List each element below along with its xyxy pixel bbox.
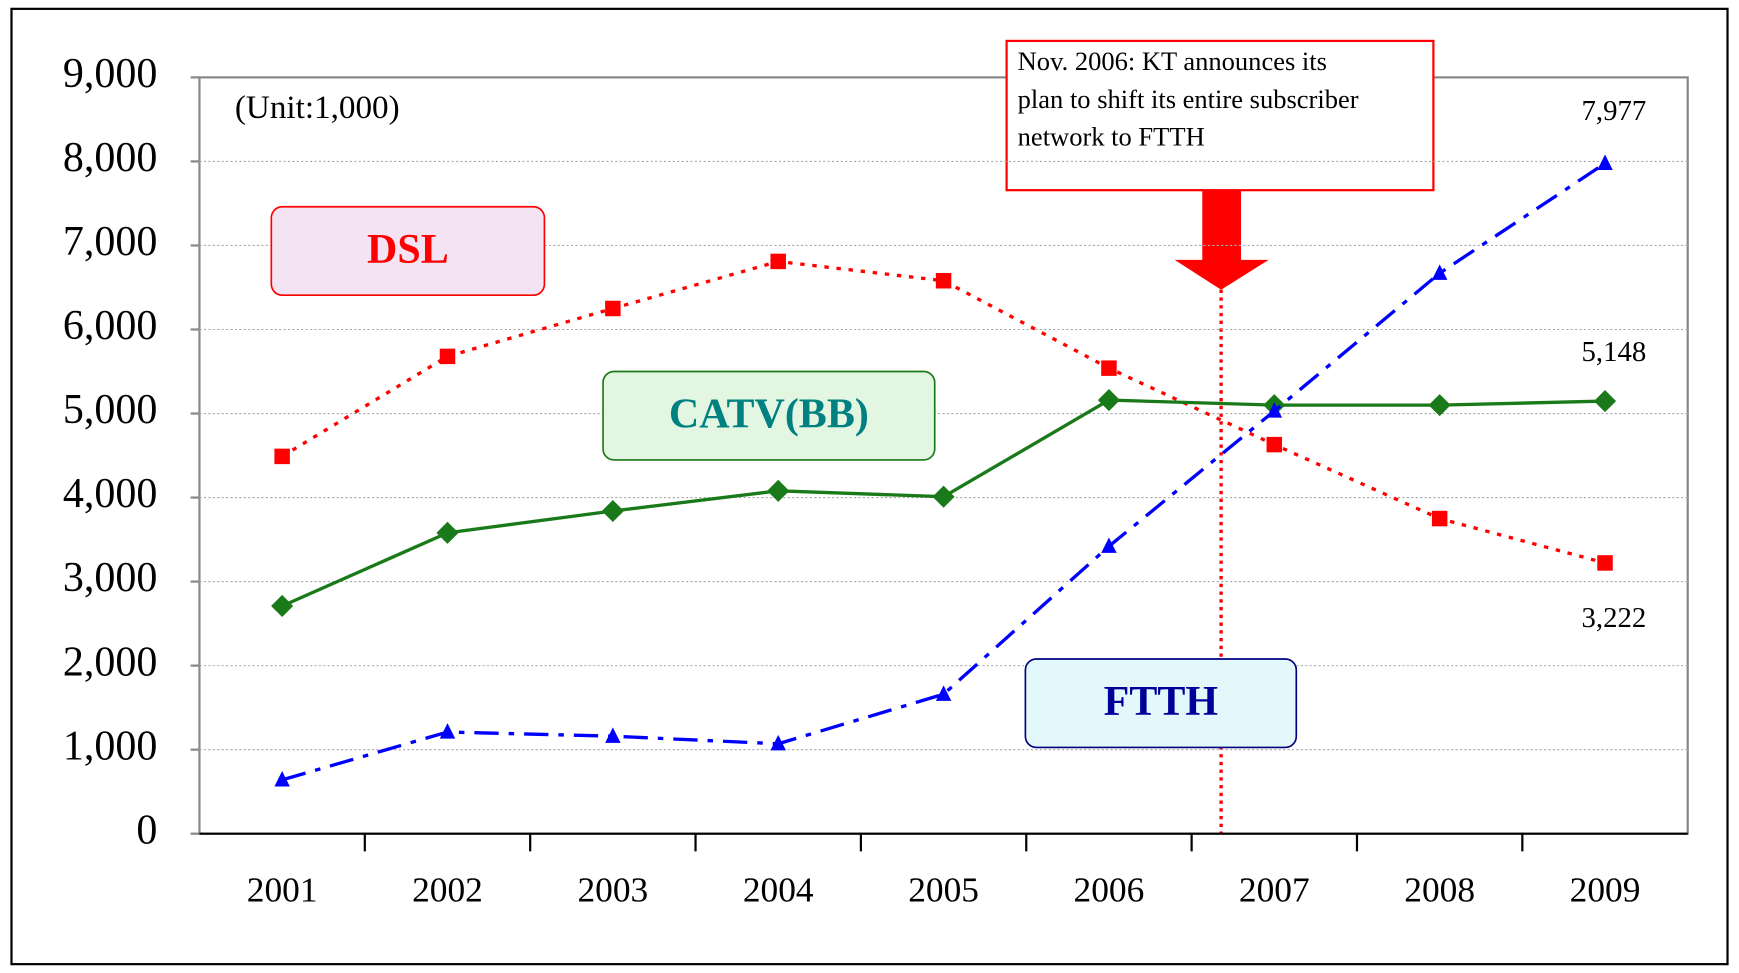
marker — [436, 521, 459, 544]
marker — [1597, 154, 1613, 170]
frame — [10, 7, 1729, 966]
marker — [770, 253, 786, 270]
marker — [271, 594, 294, 618]
legend-label: FTTH — [1104, 679, 1218, 725]
y-tick-label: 4,000 — [63, 471, 157, 517]
marker — [1428, 394, 1451, 417]
y-tick-label: 6,000 — [63, 303, 157, 349]
legend-box — [602, 370, 936, 461]
x-tick-label: 2007 — [1239, 870, 1310, 910]
marker — [439, 348, 456, 365]
series-line — [281, 161, 1606, 782]
legend-box — [1024, 658, 1298, 749]
x-tick-label: 2009 — [1570, 870, 1641, 910]
series-line — [281, 259, 1606, 565]
annotation-box — [1005, 39, 1435, 192]
marker — [1266, 436, 1283, 453]
marker — [935, 273, 952, 289]
x-tick-label: 2002 — [412, 870, 483, 910]
x-tick-label: 2005 — [908, 870, 979, 910]
marker — [1101, 537, 1117, 553]
marker — [1431, 510, 1448, 527]
marker — [770, 734, 786, 751]
x-tick-label: 2004 — [743, 870, 814, 910]
annotation-line: plan to shift its entire subscriber — [1018, 84, 1359, 114]
marker — [439, 723, 456, 739]
y-tick-label: 5,000 — [63, 387, 157, 433]
y-tick-label: 9,000 — [63, 51, 157, 97]
annotation-line: network to FTTH — [1018, 121, 1205, 151]
y-tick-label: 3,000 — [63, 555, 157, 601]
legend-box — [270, 205, 546, 297]
data-label: 5,148 — [1582, 336, 1647, 368]
y-tick-label: 7,000 — [63, 219, 157, 265]
unit-note: (Unit:1,000) — [235, 89, 400, 126]
marker — [1431, 264, 1448, 280]
y-tick-label: 1,000 — [63, 723, 157, 769]
marker — [605, 300, 621, 317]
marker — [1597, 555, 1613, 571]
data-label: 3,222 — [1582, 602, 1647, 634]
marker — [1266, 402, 1283, 418]
marker — [1101, 360, 1117, 376]
marker — [274, 448, 290, 465]
y-tick-label: 0 — [136, 807, 157, 853]
x-tick-label: 2003 — [577, 870, 648, 910]
legend-label: DSL — [367, 227, 449, 273]
annotation-line: Nov. 2006: KT announces its — [1018, 46, 1327, 76]
marker — [935, 685, 952, 701]
y-tick-label: 2,000 — [63, 639, 157, 685]
legend-label: CATV(BB) — [669, 392, 869, 438]
marker — [1593, 390, 1617, 413]
x-tick-label: 2001 — [247, 870, 318, 910]
x-tick-label: 2006 — [1074, 870, 1145, 910]
arrow — [1174, 190, 1269, 290]
marker — [605, 727, 621, 743]
y-tick-label: 8,000 — [63, 135, 157, 181]
data-label: 7,977 — [1582, 95, 1647, 127]
x-tick-label: 2008 — [1404, 870, 1475, 910]
marker — [274, 771, 290, 787]
